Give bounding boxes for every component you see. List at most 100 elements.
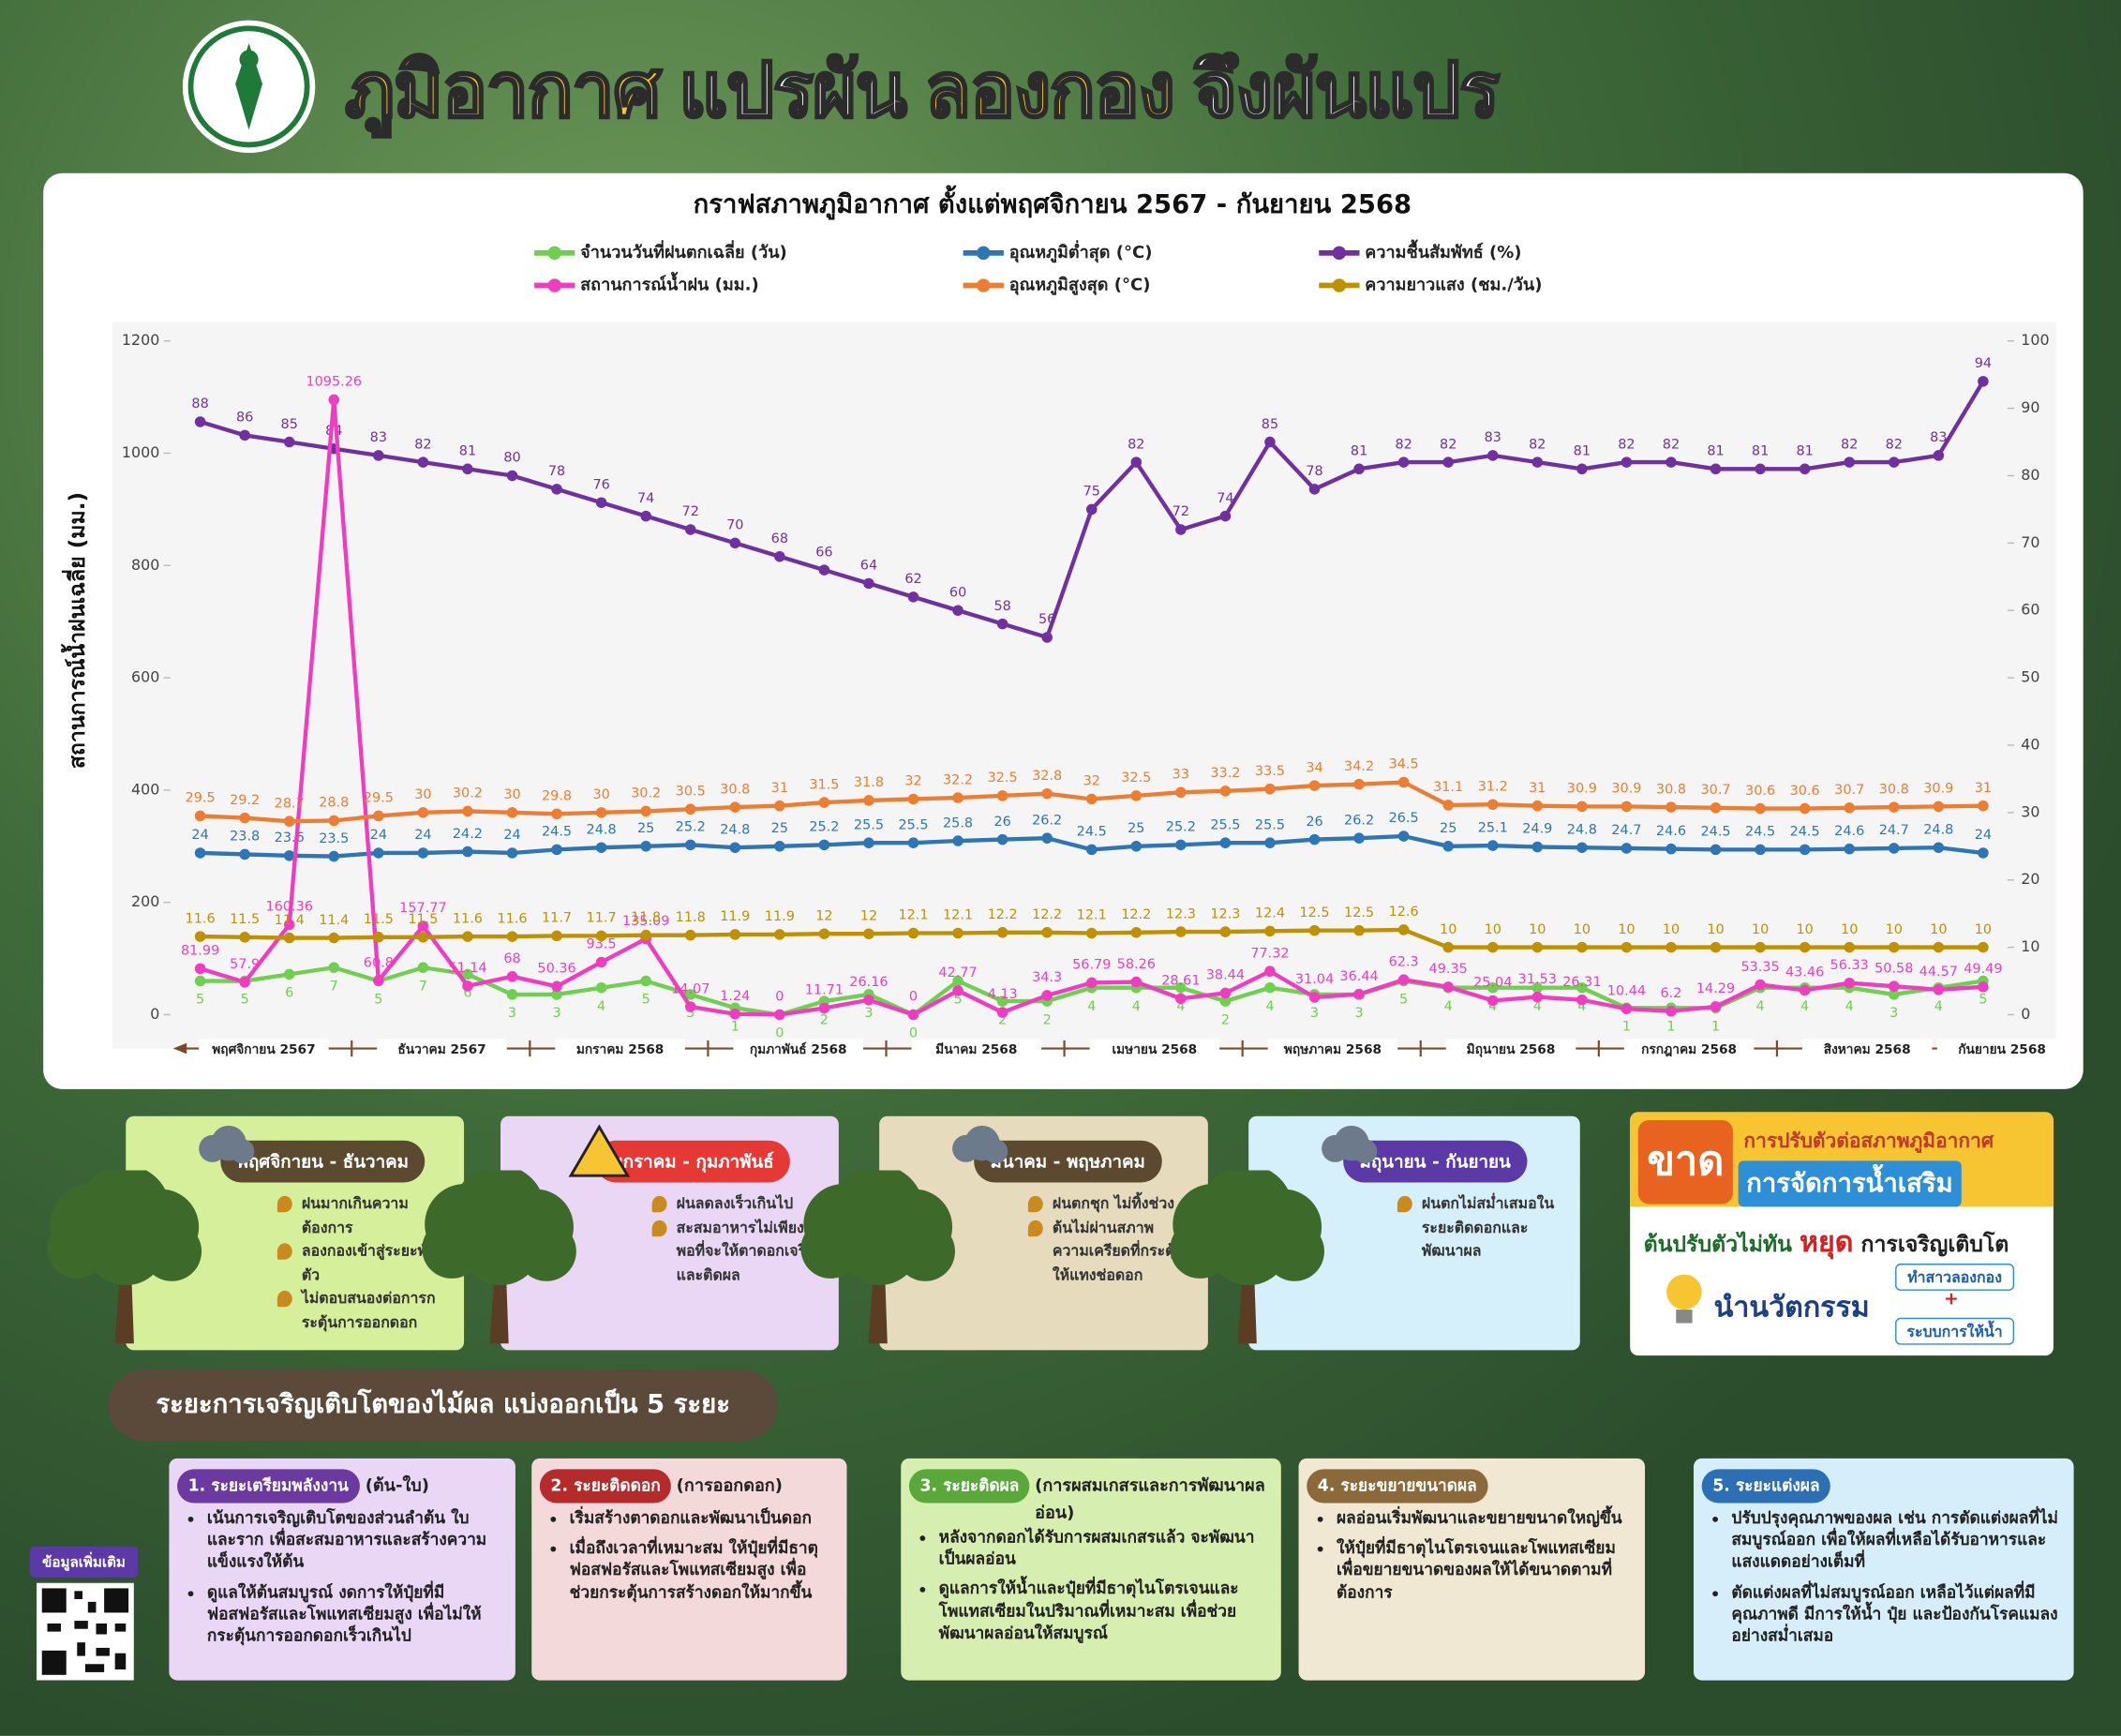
data-label: 23.6 [275,831,305,846]
data-label: 30.2 [631,786,661,801]
x-section-label: พฤษภาคม 2568 [1284,1042,1382,1057]
stage-card: 5. ระยะแต่งผลปรับปรุงคุณภาพของผล เช่น กา… [1694,1458,2074,1681]
data-label: 26.2 [1344,813,1374,828]
data-label: 56.33 [1830,958,1869,973]
data-label: 81.99 [181,944,219,959]
point [373,450,384,461]
data-label: 7 [330,979,338,994]
point [551,808,562,820]
data-label: 31 [771,781,788,796]
point [863,795,874,806]
rain-icon [199,1125,255,1164]
point [1978,376,1989,387]
data-label: 82 [1841,437,1858,452]
y-tick-label: 0 [150,1005,159,1023]
season-title: มกราคม - กุมภาพันธ์ [595,1140,791,1183]
point [1978,941,1989,953]
data-label: 26 [1306,815,1322,830]
point [551,930,562,942]
data-label: 11.5 [230,912,260,927]
data-label: 78 [548,464,565,479]
point [417,807,429,818]
data-label: 62 [904,572,921,587]
point [1175,981,1187,994]
data-label: 56 [1038,612,1055,627]
point [1219,786,1232,797]
data-label: 3 [1889,1006,1898,1021]
stage-title: 4. ระยะขยายขนาดผล [1307,1469,1488,1504]
data-label: 30.6 [1790,784,1820,799]
point [595,981,607,994]
point [1933,450,1945,461]
data-label: 10 [1752,922,1769,937]
point [1665,456,1677,468]
point [1710,844,1722,856]
stage-bullet: เน้นการเจริญเติบโตของส่วนลำต้น ใบ และราก… [207,1507,502,1573]
data-label: 74 [1217,491,1233,506]
point [1933,801,1945,813]
y2-tick-label: 20 [2021,870,2039,888]
tree-illustration [800,1170,955,1344]
point [1799,941,1811,953]
data-label: 29.5 [186,791,216,806]
point [1175,839,1187,851]
data-label: 36.44 [1339,969,1378,984]
x-section-label: กุมภาพันธ์ 2568 [750,1041,847,1057]
point [328,932,340,944]
legend-swatch [547,278,561,292]
point [1665,941,1677,953]
data-label: 12.2 [988,907,1018,922]
data-label: 12 [860,908,877,923]
point [239,848,250,861]
point [1041,832,1053,844]
stage-bullet: ตัดแต่งผลที่ไม่สมบูรณ์ออก เหลือไว้แต่ผลท… [1731,1581,2060,1647]
warning-shape [568,1124,631,1177]
data-label: 25 [771,821,788,836]
point [283,816,295,827]
point [417,456,429,468]
point [1175,993,1187,1005]
point [1621,801,1633,813]
point [1130,790,1143,801]
point [1888,980,1900,992]
point [863,995,874,1006]
point [1710,802,1722,814]
y2-tick-label: 10 [2021,937,2039,955]
point [1888,989,1900,1000]
point [1531,841,1544,853]
point [595,956,607,968]
point [774,800,785,812]
data-label: 30.9 [1611,782,1641,797]
data-label: 12.5 [1299,905,1329,920]
tree-trunk [481,1235,517,1344]
option: ระบบการให้น้ำ [1895,1317,2015,1345]
legend-swatch [977,278,991,292]
data-label: 11.4 [319,913,349,928]
data-label: 1 [731,1019,739,1034]
data-label: 3 [1354,1006,1363,1021]
data-label: 81 [1574,444,1591,459]
data-label: 1 [1711,1019,1720,1034]
data-label: 31 [1529,781,1546,796]
point [1576,981,1588,994]
logo [182,20,316,154]
y2-tick-label: 100 [2021,331,2049,349]
point [194,416,206,427]
data-label: 64 [860,559,877,574]
data-label: 32 [1083,774,1100,789]
data-label: 12.3 [1166,906,1196,921]
data-label: 62.3 [1389,954,1419,969]
point [194,963,206,975]
point [1264,436,1276,448]
point [729,929,741,940]
stage-card: 3. ระยะติดผล (การผสมเกสรและการพัฒนาผลอ่อน… [901,1458,1281,1681]
point [640,975,651,987]
point [595,842,607,853]
data-label: 11.7 [542,911,572,926]
data-label: 11.6 [186,911,216,926]
point [952,605,963,616]
data-label: 1095.26 [306,375,362,390]
data-label: 5 [196,993,204,1008]
point [729,842,741,853]
data-label: 34 [1306,760,1322,775]
